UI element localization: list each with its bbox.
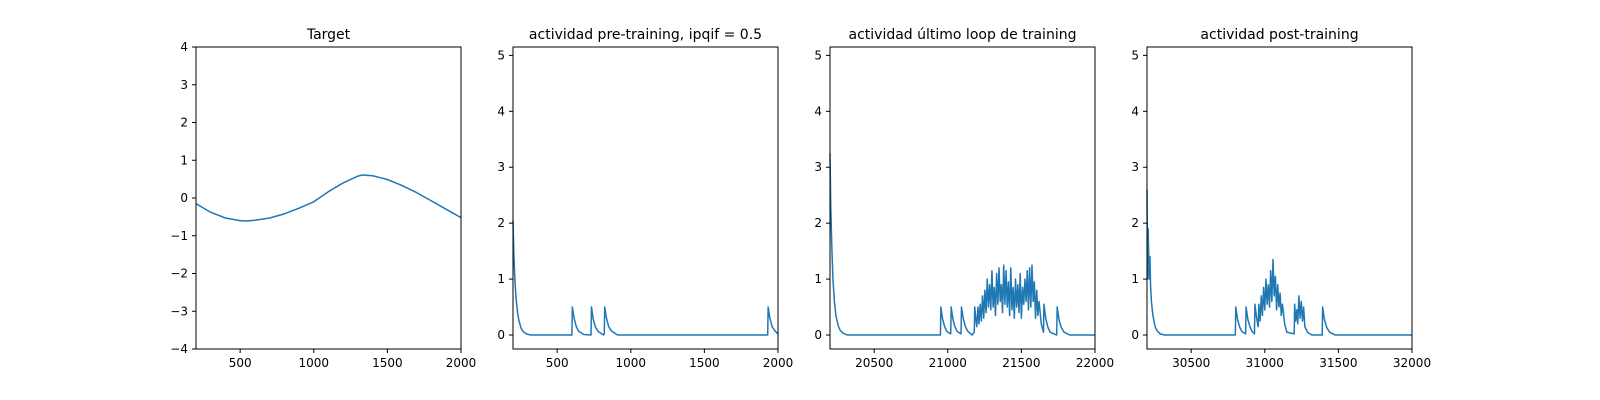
y-tick-label: 1 [814,272,822,286]
series-line-4-1 [1146,189,1412,336]
x-tick-label: 1500 [689,356,720,370]
x-tick-label: 2000 [446,356,477,370]
y-tick-label: −4 [170,342,188,356]
y-tick-label: 5 [497,48,505,62]
chart-title: Target [306,27,351,43]
y-tick-label: 4 [814,104,822,118]
series-line-2-1 [512,220,779,336]
x-tick-label: 1000 [616,356,647,370]
series-line-1-1 [195,174,462,222]
y-tick-label: 4 [1131,104,1139,118]
y-tick-label: 0 [180,191,188,205]
y-tick-label: 3 [497,160,505,174]
y-tick-label: 2 [497,216,505,230]
subplot-2: 500 1000 1500 2000 0 1 2 3 4 5 actividad pre-train… [497,27,793,370]
x-tick-label: 31000 [1246,356,1284,370]
y-tick-label: 3 [1131,160,1139,174]
chart-title: actividad pre-training, ipqif = 0.5 [529,27,762,43]
axes-frame [1146,46,1413,350]
x-tick-label: 31500 [1319,356,1357,370]
series-line-3-1 [829,153,1095,336]
x-tick-label: 21000 [929,356,967,370]
chart-title: actividad post-training [1200,27,1358,43]
x-tick-label: 1500 [372,356,403,370]
y-tick-label: 1 [497,272,505,286]
y-tick-label: 5 [814,48,822,62]
y-tick-label: 2 [814,216,822,230]
y-tick-label: 0 [814,328,822,342]
y-tick-label: 3 [814,160,822,174]
y-tick-label: 4 [497,104,505,118]
y-tick-label: 2 [1131,216,1139,230]
y-tick-label: −2 [170,267,188,281]
y-tick-label: 1 [180,153,188,167]
y-tick-label: 5 [1131,48,1139,62]
x-tick-label: 1000 [299,356,330,370]
axes-frame [829,46,1096,350]
subplot-3: 20500 21000 21500 22000 0 1 2 3 4 5 actividad últi… [814,27,1114,370]
y-tick-label: 0 [1131,328,1139,342]
x-tick-label: 20500 [855,356,893,370]
y-tick-label: 2 [180,116,188,130]
axes-frame [512,46,779,350]
x-tick-label: 21500 [1002,356,1040,370]
x-tick-label: 500 [229,356,252,370]
y-tick-label: 4 [180,40,188,54]
chart-title: actividad último loop de training [849,27,1077,43]
subplot-1: 500 1000 1500 2000 −4 −3 −2 −1 0 1 2 3 4 Target [170,27,476,370]
x-tick-label: 30500 [1172,356,1210,370]
y-tick-label: −3 [170,304,188,318]
y-tick-label: 0 [497,328,505,342]
x-tick-label: 500 [546,356,569,370]
axes-frame [195,46,462,350]
y-tick-label: 3 [180,78,188,92]
y-tick-label: 1 [1131,272,1139,286]
x-tick-label: 32000 [1393,356,1431,370]
x-tick-label: 22000 [1076,356,1114,370]
x-tick-label: 2000 [763,356,794,370]
y-tick-label: −1 [170,229,188,243]
subplot-4: 30500 31000 31500 32000 0 1 2 3 4 5 actividad post… [1131,27,1431,370]
